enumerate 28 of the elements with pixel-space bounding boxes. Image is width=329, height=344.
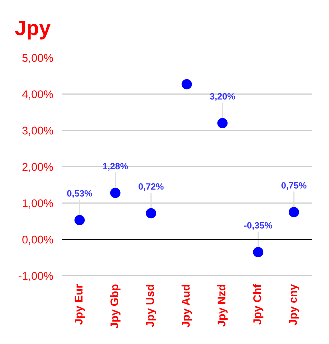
data-label: 0,75% [282, 182, 307, 190]
y-tick-label: -1,00% [18, 272, 54, 282]
point [146, 208, 156, 219]
chart-title: Jpy [15, 21, 51, 40]
x-tick-label: Jpy Eur [75, 284, 86, 325]
point [218, 118, 228, 129]
y-tick-label: 0,00% [22, 236, 54, 246]
y-tick-label: 3,00% [22, 126, 54, 136]
x-tick-label: Jpy Nzd [218, 285, 228, 327]
y-tick-label: 1,00% [23, 200, 54, 209]
x-tick-label: Jpy Aud [182, 285, 192, 328]
data-label: 1,28% [103, 163, 128, 171]
x-tick-label: Jpy Gbp [110, 284, 121, 329]
data-label: 0,53% [67, 190, 92, 198]
y-tick-label: 5,00% [22, 54, 54, 64]
data-label: 3,20% [210, 93, 236, 102]
x-tick-label: Jpy Chf [253, 284, 264, 325]
point [288, 207, 300, 218]
y-tick-label: 2,00% [22, 163, 54, 172]
data-label: -0,35% [244, 222, 272, 230]
point [74, 215, 86, 226]
x-tick-label: Jpy cny [289, 284, 300, 326]
y-tick-label: 4,00% [22, 90, 54, 100]
x-tick-label: Jpy Usd [146, 285, 156, 328]
point [182, 79, 192, 90]
point [110, 188, 121, 198]
data-label: 0,72% [138, 184, 164, 192]
point [253, 247, 264, 258]
